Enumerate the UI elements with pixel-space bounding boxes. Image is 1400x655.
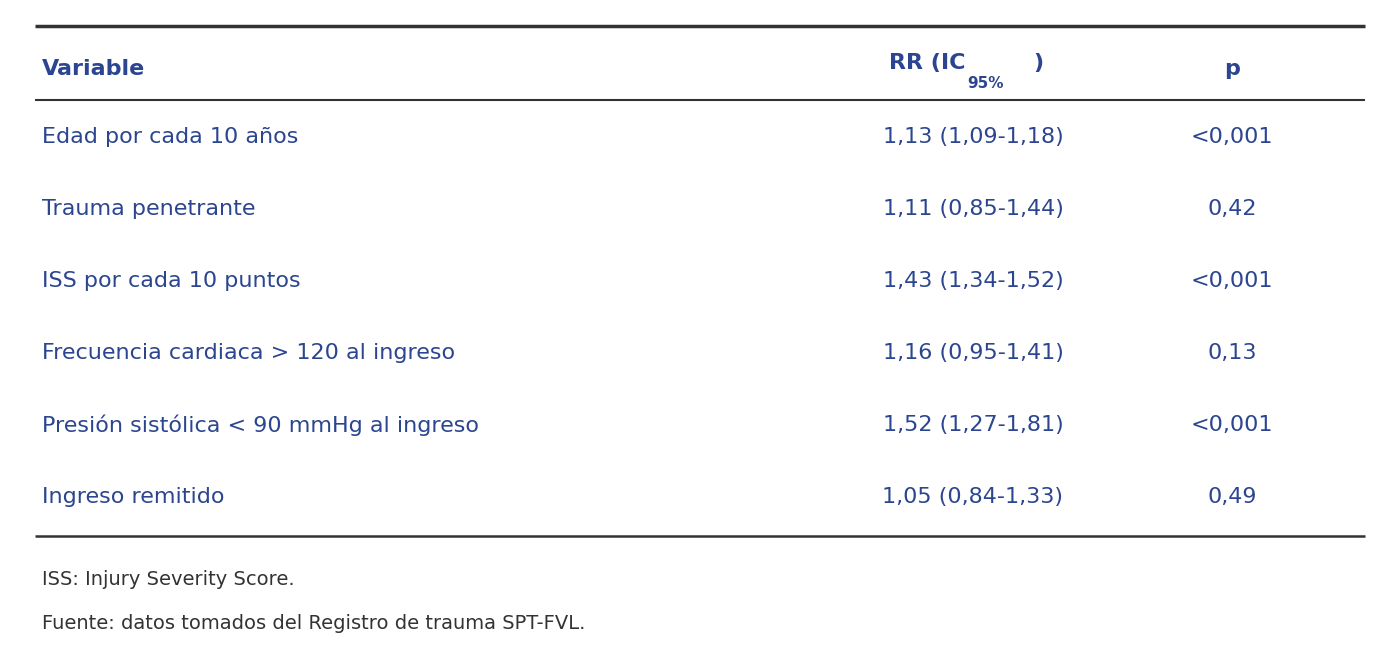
Text: 1,52 (1,27-1,81): 1,52 (1,27-1,81)	[882, 415, 1064, 435]
Text: Variable: Variable	[42, 59, 146, 79]
Text: ISS: Injury Severity Score.: ISS: Injury Severity Score.	[42, 570, 294, 590]
Text: <0,001: <0,001	[1191, 127, 1273, 147]
Text: ISS por cada 10 puntos: ISS por cada 10 puntos	[42, 271, 301, 291]
Text: Trauma penetrante: Trauma penetrante	[42, 199, 255, 219]
Text: <0,001: <0,001	[1191, 271, 1273, 291]
Text: 1,13 (1,09-1,18): 1,13 (1,09-1,18)	[882, 127, 1064, 147]
Text: Ingreso remitido: Ingreso remitido	[42, 487, 224, 507]
Text: Fuente: datos tomados del Registro de trauma SPT-FVL.: Fuente: datos tomados del Registro de tr…	[42, 614, 585, 633]
Text: 1,16 (0,95-1,41): 1,16 (0,95-1,41)	[882, 343, 1064, 363]
Text: p: p	[1224, 59, 1240, 79]
Text: 0,13: 0,13	[1207, 343, 1257, 363]
Text: 0,49: 0,49	[1207, 487, 1257, 507]
Text: RR (IC: RR (IC	[889, 53, 966, 73]
Text: 0,42: 0,42	[1207, 199, 1257, 219]
Text: Edad por cada 10 años: Edad por cada 10 años	[42, 127, 298, 147]
Text: ): )	[1033, 53, 1043, 73]
Text: 1,05 (0,84-1,33): 1,05 (0,84-1,33)	[882, 487, 1064, 507]
Text: 95%: 95%	[967, 77, 1004, 92]
Text: 1,43 (1,34-1,52): 1,43 (1,34-1,52)	[882, 271, 1064, 291]
Text: Presión sistólica < 90 mmHg al ingreso: Presión sistólica < 90 mmHg al ingreso	[42, 415, 479, 436]
Text: <0,001: <0,001	[1191, 415, 1273, 435]
Text: 1,11 (0,85-1,44): 1,11 (0,85-1,44)	[882, 199, 1064, 219]
Text: Frecuencia cardiaca > 120 al ingreso: Frecuencia cardiaca > 120 al ingreso	[42, 343, 455, 363]
